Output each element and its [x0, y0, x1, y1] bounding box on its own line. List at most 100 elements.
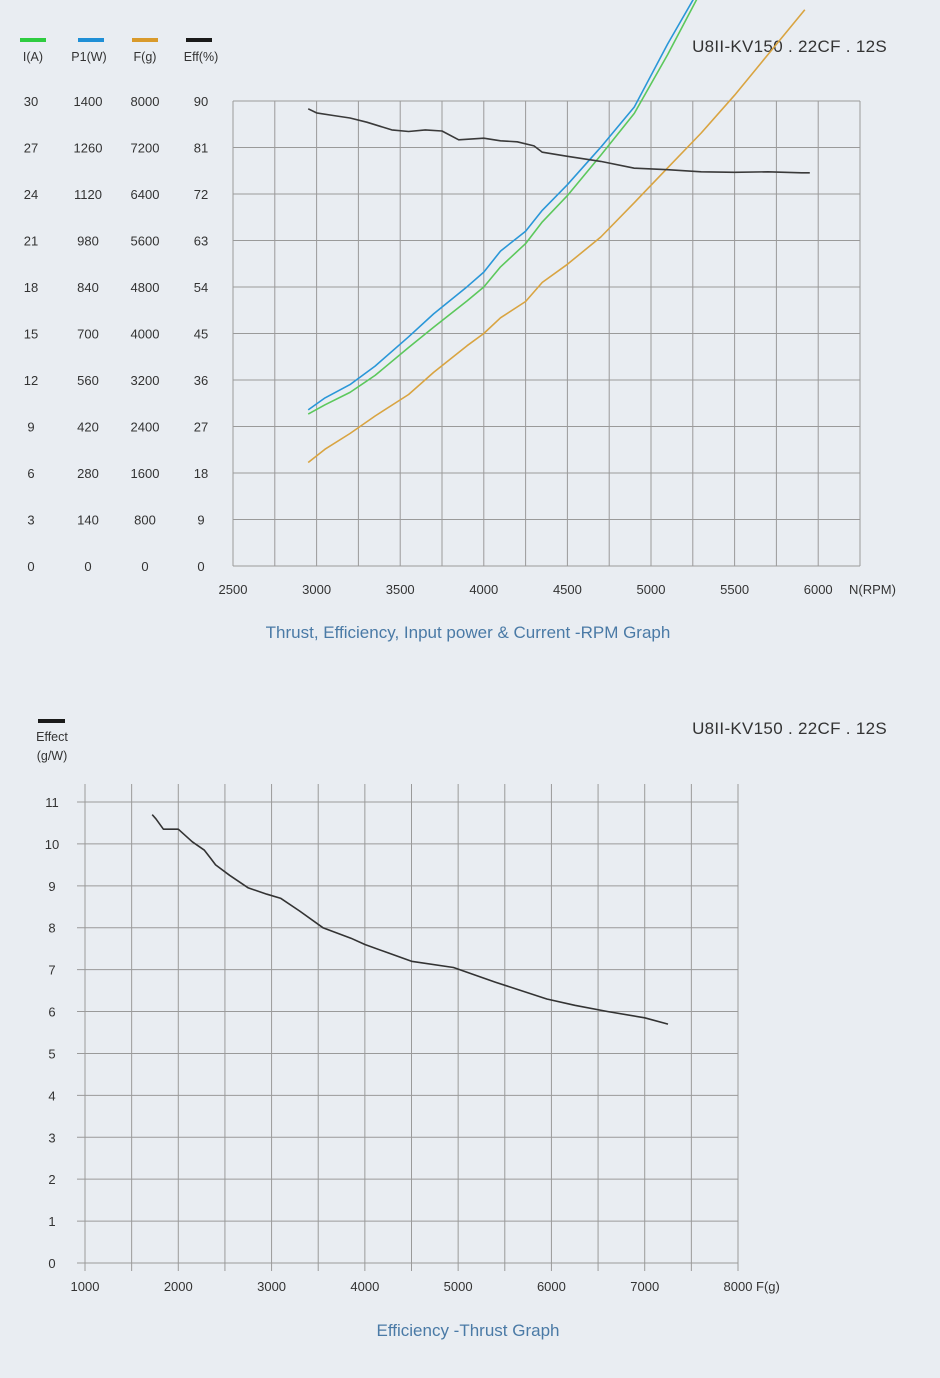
series-line-eff — [307, 108, 810, 174]
series-line-effect — [151, 814, 669, 1025]
y-axis-ticks: 0369121518212427300140280420560700840980… — [24, 94, 208, 574]
y-tick-label: 0 — [27, 559, 34, 574]
y-tick-label: 1120 — [74, 187, 102, 202]
legend-swatch-current — [20, 38, 46, 42]
x-tick-label: 3500 — [386, 582, 415, 597]
y-tick-label: 700 — [77, 327, 99, 342]
model-label: U8II-KV150 . 22CF . 12S — [692, 37, 887, 56]
y-axis-label-line2: (g/W) — [37, 749, 68, 763]
y-tick-label: 9 — [27, 420, 34, 435]
y-tick-label: 0 — [197, 559, 204, 574]
y-tick-label: 9 — [197, 513, 204, 528]
x-tick-label: 5000 — [444, 1279, 473, 1294]
x-tick-label: 5500 — [720, 582, 749, 597]
legend-label-efficiency: Eff(%) — [184, 50, 219, 64]
legend-label-thrust: F(g) — [134, 50, 157, 64]
y-tick-label: 6 — [27, 466, 34, 481]
y-tick-label: 4800 — [131, 280, 160, 295]
y-tick-label: 2400 — [131, 420, 160, 435]
y-tick-label: 7 — [48, 963, 55, 978]
legend-swatch-thrust — [132, 38, 158, 42]
y-tick-label: 3 — [48, 1130, 55, 1145]
y-tick-label: 6 — [48, 1005, 55, 1020]
x-axis-ticks: 2500 3000 3500 4000 4500 5000 5500 6000 — [219, 582, 833, 597]
x-axis-label: N(RPM) — [849, 582, 896, 597]
y-tick-label: 72 — [194, 187, 208, 202]
y-tick-label: 1400 — [74, 94, 103, 109]
y-tick-label: 560 — [77, 373, 99, 388]
y-tick-label: 81 — [194, 141, 208, 156]
legend-swatch-effect — [38, 719, 65, 723]
grid — [232, 100, 861, 567]
y-tick-label: 45 — [194, 327, 208, 342]
y-tick-label: 12 — [24, 373, 38, 388]
series-line-fg — [307, 9, 806, 464]
y-tick-label: 4000 — [131, 327, 160, 342]
y-tick-label: 5600 — [131, 234, 160, 249]
y-tick-label: 2 — [48, 1172, 55, 1187]
x-tick-label: 4500 — [553, 582, 582, 597]
x-tick-label: 4000 — [469, 582, 498, 597]
x-tick-label: 7000 — [630, 1279, 659, 1294]
y-tick-label: 15 — [24, 327, 38, 342]
series-line-ia — [307, 0, 698, 415]
y-tick-label: 36 — [194, 373, 208, 388]
x-tick-label: 6000 — [804, 582, 833, 597]
y-tick-label: 27 — [24, 141, 38, 156]
y-tick-label: 8000 — [131, 94, 160, 109]
y-tick-label: 3200 — [131, 373, 160, 388]
x-axis-label: F(g) — [756, 1279, 780, 1294]
x-tick-label: 3000 — [302, 582, 331, 597]
chart-rpm: I(A) P1(W) F(g) Eff(%) U8II-KV150 . 22CF… — [20, 0, 896, 642]
y-tick-label: 18 — [194, 466, 208, 481]
chart-title-2: Efficiency -Thrust Graph — [377, 1321, 560, 1340]
legend-label-current: I(A) — [23, 50, 43, 64]
legend-swatch-power — [78, 38, 104, 42]
y-tick-label: 11 — [45, 795, 59, 810]
y-tick-label: 30 — [24, 94, 38, 109]
x-tick-label: 3000 — [257, 1279, 286, 1294]
legend-swatch-efficiency — [186, 38, 212, 42]
x-tick-label: 6000 — [537, 1279, 566, 1294]
y-tick-label: 90 — [194, 94, 208, 109]
y-tick-label: 0 — [48, 1256, 55, 1271]
x-tick-label: 2000 — [164, 1279, 193, 1294]
x-tick-label: 2500 — [219, 582, 248, 597]
y-tick-label: 24 — [24, 187, 38, 202]
grid-2 — [77, 784, 739, 1271]
y-tick-label: 27 — [194, 420, 208, 435]
x-tick-label: 5000 — [637, 582, 666, 597]
y-tick-label: 18 — [24, 280, 38, 295]
series-lines — [307, 0, 810, 464]
x-axis-ticks-2: 1000 2000 3000 4000 5000 6000 7000 8000 F(g) — [71, 1279, 780, 1294]
chart-title: Thrust, Efficiency, Input power & Curren… — [266, 623, 671, 642]
x-tick-label: 1000 — [71, 1279, 100, 1294]
series-line-p1w — [307, 0, 694, 411]
y-tick-label: 800 — [134, 513, 156, 528]
y-tick-label: 5 — [48, 1046, 55, 1061]
y-tick-label: 420 — [77, 420, 99, 435]
y-tick-label: 0 — [141, 559, 148, 574]
series-lines-2 — [151, 814, 669, 1025]
y-tick-label: 21 — [24, 234, 38, 249]
y-tick-label: 1260 — [74, 141, 103, 156]
y-tick-label: 7200 — [131, 141, 160, 156]
model-label-2: U8II-KV150 . 22CF . 12S — [692, 719, 887, 738]
y-tick-label: 980 — [77, 234, 99, 249]
y-tick-label: 3 — [27, 513, 34, 528]
y-tick-label: 140 — [77, 513, 99, 528]
y-tick-label: 63 — [194, 234, 208, 249]
y-tick-label: 9 — [48, 879, 55, 894]
y-tick-label: 4 — [48, 1088, 55, 1103]
legend: I(A) P1(W) F(g) Eff(%) — [20, 38, 218, 64]
y-tick-label: 54 — [194, 280, 208, 295]
y-tick-label: 1600 — [131, 466, 160, 481]
y-tick-label: 1 — [48, 1214, 55, 1229]
x-tick-label: 4000 — [350, 1279, 379, 1294]
y-tick-label: 280 — [77, 466, 99, 481]
legend-label-power: P1(W) — [71, 50, 106, 64]
x-tick-label: 8000 — [724, 1279, 753, 1294]
y-tick-label: 840 — [77, 280, 99, 295]
y-tick-label: 10 — [45, 837, 59, 852]
